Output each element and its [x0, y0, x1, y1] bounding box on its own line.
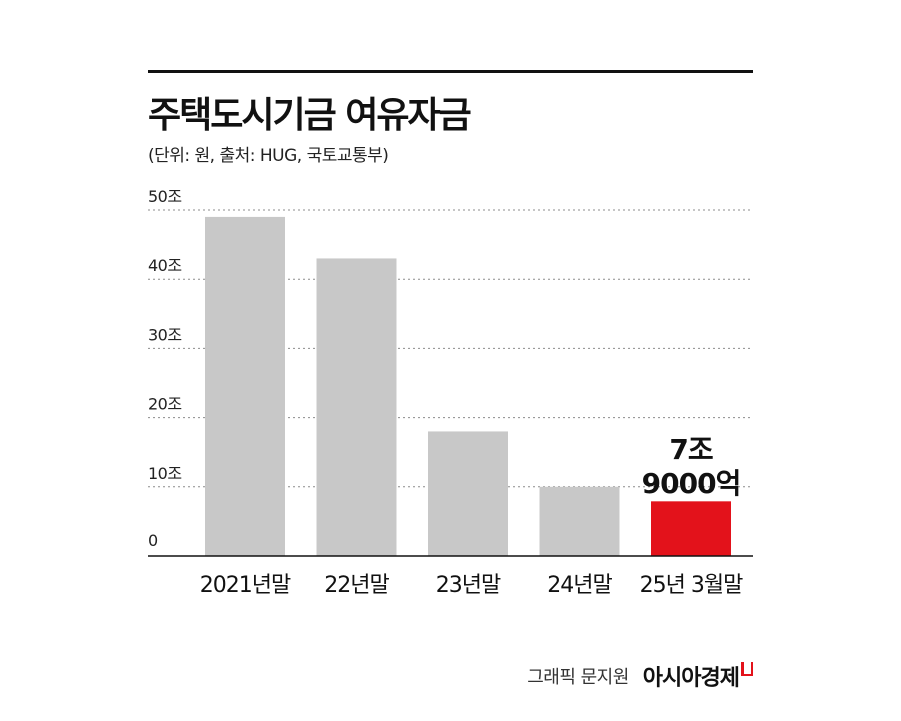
x-tick-label: 2021년말: [200, 573, 291, 598]
bar: [205, 216, 285, 557]
x-tick-label: 25년 3월말: [640, 573, 743, 598]
credit: 그래픽 문지원 아시아경제: [527, 660, 753, 692]
y-tick-label: 0: [148, 531, 158, 550]
brand-logo: 아시아경제: [643, 660, 753, 692]
top-rule: [148, 70, 753, 73]
y-tick-label: 30조: [148, 325, 182, 344]
chart-subtitle: (단위: 원, 출처: HUG, 국토교통부): [148, 146, 389, 166]
x-tick-labels: 2021년말 22년말 23년말 24년말 25년 3월말: [200, 573, 744, 598]
y-tick-labels: 0 10조 20조 30조 40조 50조: [148, 187, 182, 550]
bar: [428, 431, 508, 556]
x-tick-label: 24년말: [547, 573, 612, 598]
bar: [539, 486, 620, 556]
data-label: 9000억: [642, 467, 741, 500]
y-tick-label: 10조: [148, 464, 182, 483]
brand-mark-icon: [741, 662, 753, 676]
bars: [205, 216, 731, 557]
credit-label: 그래픽 문지원: [527, 667, 629, 688]
y-tick-label: 50조: [148, 187, 182, 206]
data-label: 7조: [669, 433, 712, 466]
chart-title: 주택도시기금 여유자금: [148, 95, 472, 136]
y-tick-label: 20조: [148, 395, 182, 414]
brand-name: 아시아경제: [642, 666, 740, 691]
x-tick-label: 22년말: [324, 573, 389, 598]
bar: [651, 501, 731, 556]
x-tick-label: 23년말: [436, 573, 501, 598]
bar: [316, 258, 397, 556]
y-tick-label: 40조: [148, 256, 182, 275]
